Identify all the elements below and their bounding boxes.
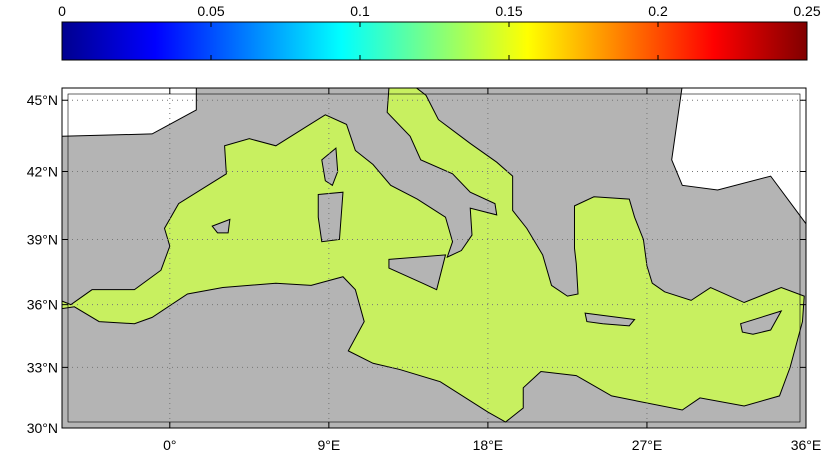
y-tick-label: 45°N xyxy=(27,92,58,108)
island xyxy=(317,191,344,243)
island xyxy=(584,312,636,327)
x-tick-label: 36°E xyxy=(791,437,822,453)
map-frame xyxy=(61,87,807,429)
colorbar-tick-label: 0.2 xyxy=(648,3,668,19)
y-tick-label: 30°N xyxy=(27,420,58,436)
colorbar-tick-label: 0.25 xyxy=(793,3,820,19)
island xyxy=(388,254,447,291)
colorbar-tick-label: 0.05 xyxy=(197,3,224,19)
island xyxy=(321,147,339,187)
colorbar-tick-label: 0.1 xyxy=(350,3,370,19)
x-tick-label: 9°E xyxy=(317,437,340,453)
y-tick-label: 42°N xyxy=(27,164,58,180)
y-tick-label: 33°N xyxy=(27,359,58,375)
y-tick-label: 39°N xyxy=(27,231,58,247)
map-frame xyxy=(67,93,801,423)
x-tick-label: 18°E xyxy=(473,437,504,453)
colorbar-tick-label: 0.15 xyxy=(495,3,522,19)
colorbar xyxy=(61,21,808,61)
y-tick-label: 36°N xyxy=(27,297,58,313)
outside-domain xyxy=(671,88,806,225)
colorbar-tick-label: 0 xyxy=(58,3,66,19)
island xyxy=(211,218,231,234)
x-tick-label: 27°E xyxy=(632,437,663,453)
map-area xyxy=(62,88,806,428)
x-tick-label: 0° xyxy=(163,437,176,453)
island xyxy=(740,310,783,335)
